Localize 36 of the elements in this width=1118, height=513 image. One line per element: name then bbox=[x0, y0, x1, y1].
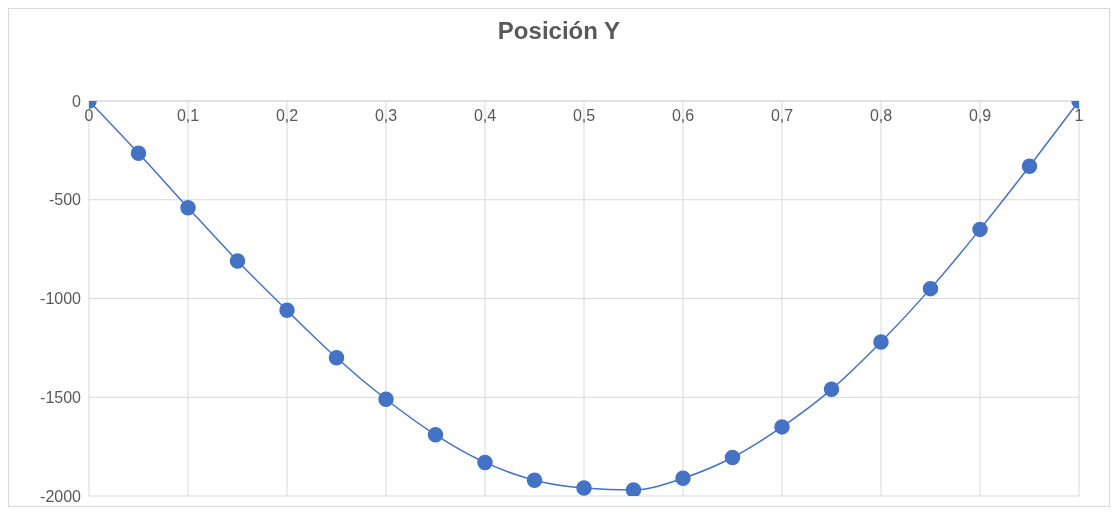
y-tick-label: -1000 bbox=[40, 290, 82, 308]
point bbox=[873, 334, 889, 350]
point bbox=[279, 302, 295, 319]
x-tick-label: 1 bbox=[1074, 107, 1084, 124]
x-tick-label: 0,9 bbox=[968, 107, 992, 124]
chart-title: Posición Y bbox=[496, 16, 622, 46]
point bbox=[1021, 158, 1038, 174]
point bbox=[823, 381, 840, 398]
point bbox=[922, 280, 939, 297]
point bbox=[526, 472, 543, 488]
x-tick-label: 0,3 bbox=[374, 107, 398, 124]
y-tick-label: -2000 bbox=[40, 487, 82, 505]
point bbox=[427, 427, 444, 443]
point bbox=[328, 350, 345, 366]
x-tick-label: 0,5 bbox=[572, 107, 596, 124]
x-tick-label: 0,6 bbox=[671, 107, 695, 124]
point bbox=[229, 253, 246, 269]
point bbox=[477, 454, 493, 471]
point bbox=[625, 482, 642, 496]
point bbox=[378, 391, 394, 407]
point bbox=[180, 199, 196, 216]
point bbox=[675, 470, 691, 486]
x-tick-label: 0,4 bbox=[473, 107, 497, 124]
x-tick-label: 0,7 bbox=[770, 107, 794, 124]
point bbox=[774, 419, 790, 435]
point bbox=[576, 480, 592, 496]
x-tick-label: 0,2 bbox=[275, 107, 299, 124]
x-tick-label: 0 bbox=[84, 107, 94, 124]
y-tick-label: -500 bbox=[48, 191, 82, 209]
y-tick-label: 0 bbox=[72, 92, 82, 110]
x-tick-label: 0,8 bbox=[869, 107, 893, 124]
point bbox=[724, 449, 741, 466]
point bbox=[972, 221, 988, 238]
y-tick-label: -1500 bbox=[40, 388, 82, 406]
point bbox=[130, 145, 147, 162]
x-tick-label: 0,1 bbox=[176, 107, 200, 124]
